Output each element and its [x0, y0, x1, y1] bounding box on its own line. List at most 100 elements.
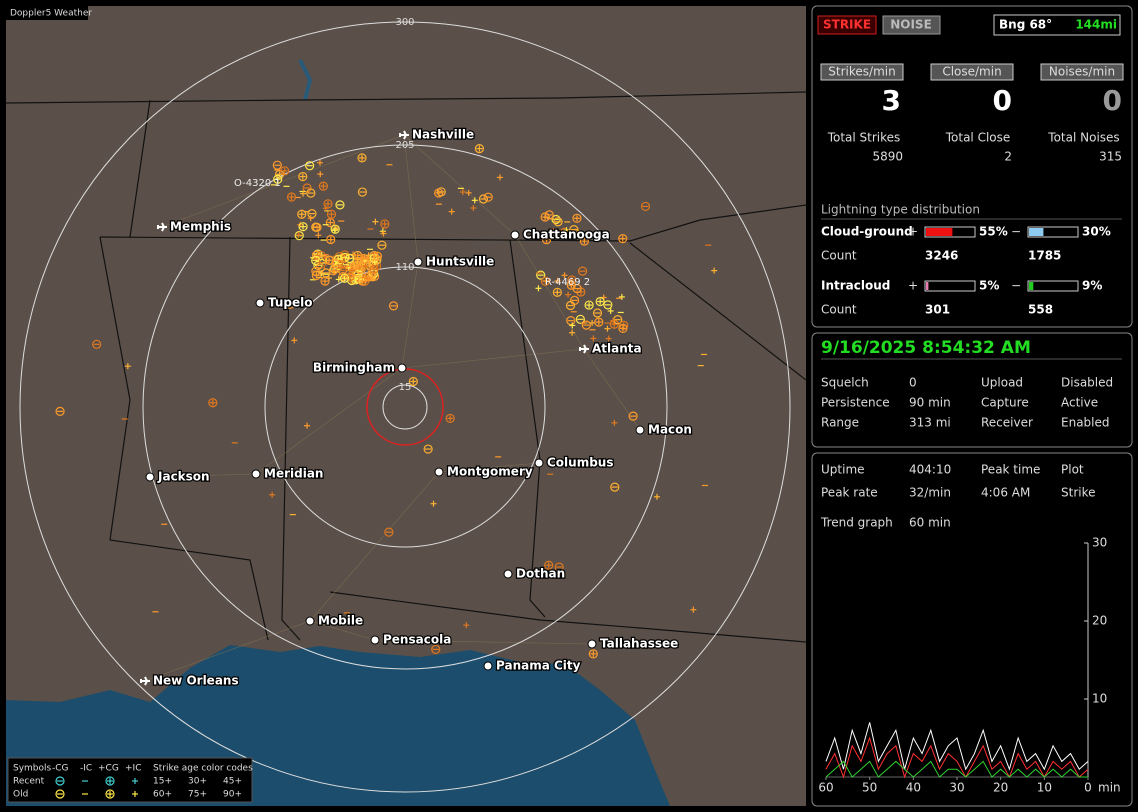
strike-symbol [297, 209, 307, 219]
legend-type: -IC [80, 764, 92, 774]
strike-symbol [55, 406, 65, 416]
strike-symbol [559, 227, 570, 237]
strike-symbol [572, 213, 582, 223]
strike-symbol [581, 320, 591, 330]
strike-symbol [328, 266, 338, 276]
pct-bar [1029, 228, 1044, 236]
setting-value: Active [1061, 396, 1098, 410]
strike-symbol [363, 272, 373, 282]
strike-button[interactable] [817, 15, 877, 35]
setting-value: 0 [909, 376, 917, 390]
map: Nashville Memphis Chattanooga Huntsville Tup… [6, 6, 806, 806]
strike-symbol [544, 210, 554, 220]
rate-label: Strikes/min [828, 65, 895, 79]
strike-symbol [640, 201, 651, 212]
rate-value: 0 [1103, 84, 1122, 117]
legend-row-label: Old [13, 790, 28, 800]
city-dot [413, 257, 423, 267]
strike-symbol [594, 317, 604, 327]
bearing-box [993, 14, 1121, 36]
strike-symbol [571, 228, 581, 238]
total-label: Total Close [945, 131, 1011, 145]
strike-symbol [369, 264, 379, 274]
x-unit: min [1098, 781, 1121, 795]
strike-symbol [592, 308, 603, 318]
count-label: Count [821, 303, 857, 317]
city-dot [635, 425, 645, 435]
legend-age: 75+ [188, 790, 207, 800]
count-value: 1785 [1028, 249, 1061, 263]
strike-symbol [554, 562, 564, 572]
rate-tab [1040, 63, 1124, 81]
strike-symbol [335, 200, 345, 210]
count-value: 3246 [925, 249, 958, 263]
city-dot [145, 472, 155, 482]
polarity-sign: + [908, 225, 918, 239]
strike-symbol [92, 339, 102, 349]
setting-value: Disabled [1061, 376, 1113, 390]
city-label: Tallahassee [600, 637, 678, 651]
strike-symbol [380, 219, 390, 229]
strike-symbol [478, 194, 489, 204]
city-label: Montgomery [447, 465, 533, 479]
ring-label: 300 [395, 17, 414, 28]
count-label: Count [821, 249, 857, 263]
strikes [55, 144, 718, 659]
strike-button-label: STRIKE [823, 18, 871, 32]
trend-label: Trend graph [820, 516, 893, 530]
strike-symbol [547, 227, 557, 238]
strike-symbol [566, 280, 576, 290]
airport-icon [157, 222, 167, 232]
trend-chart: 10 20 30 60 50 40 30 20 10 0 [818, 536, 1107, 795]
setting-value: 313 mi [909, 416, 951, 430]
city-dot [370, 635, 380, 645]
legend-age: 90+ [223, 790, 242, 800]
uptime-label: Uptime [821, 463, 865, 477]
rate-label: Close/min [942, 65, 1001, 79]
pct-label: 9% [1082, 279, 1102, 293]
setting-value: 90 min [909, 396, 951, 410]
strike-symbol [318, 181, 328, 191]
strike-symbol [285, 299, 295, 309]
strike-symbol [357, 153, 367, 163]
strike-symbol [372, 251, 383, 261]
distance: 144mi [1075, 18, 1117, 32]
total-value: 315 [1099, 150, 1122, 164]
strike-symbol [584, 300, 594, 310]
legend-label: Symbols [13, 764, 52, 774]
pct-label: 55% [979, 225, 1008, 239]
total-value: 2 [1004, 150, 1012, 164]
strike-symbol [311, 222, 321, 232]
noise-button[interactable] [882, 15, 941, 35]
strike-symbol [431, 644, 441, 655]
state-borders [6, 91, 806, 643]
city-label: Birmingham [313, 361, 395, 375]
legend: Symbols -CG -IC +CG +IC Strike age color code… [13, 764, 253, 800]
strike-symbol [595, 296, 605, 307]
legend-age: 45+ [223, 777, 242, 787]
strike-symbol [541, 235, 552, 245]
legend-age: 60+ [153, 790, 172, 800]
airspace-label: O-4320 1 [234, 178, 281, 189]
strike-symbol [294, 231, 304, 241]
strike-symbol [577, 266, 588, 276]
setting-label: Upload [981, 376, 1023, 390]
strike-symbol [423, 444, 433, 454]
plot-label: Plot [1061, 463, 1084, 477]
strike-symbol [553, 217, 563, 227]
strike-symbol [354, 264, 364, 274]
strike-symbol [377, 240, 387, 250]
legend-type: +CG [98, 764, 119, 774]
strike-symbol [618, 234, 628, 244]
rate-value: 3 [882, 84, 901, 117]
strike-symbol [565, 300, 576, 311]
uptime-value: 404:10 [909, 463, 951, 477]
city-label: Nashville [412, 128, 474, 142]
brand-box [6, 6, 88, 20]
count-value: 301 [925, 303, 950, 317]
rate-tab [820, 63, 904, 81]
x-tick-label: 40 [906, 781, 921, 795]
city-label: Dothan [516, 567, 565, 581]
strike-symbol [566, 316, 576, 326]
